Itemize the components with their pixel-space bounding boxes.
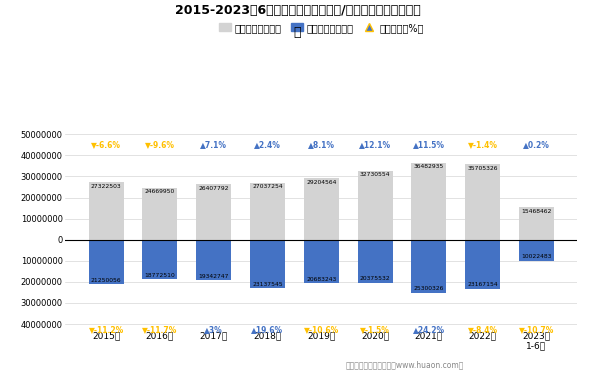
- Bar: [519, 240, 554, 261]
- Text: 计: 计: [294, 26, 301, 39]
- Bar: [304, 178, 339, 240]
- Legend: 出口额（万美元）, 进口额（万美元）, 同比增长（%）: 出口额（万美元）, 进口额（万美元）, 同比增长（%）: [215, 19, 427, 37]
- Text: 25300326: 25300326: [414, 286, 444, 291]
- Bar: [519, 207, 554, 240]
- Text: 29204564: 29204564: [306, 180, 337, 185]
- Text: ▲19.6%: ▲19.6%: [252, 325, 284, 334]
- Text: 21250056: 21250056: [91, 278, 121, 283]
- Text: ▲2.4%: ▲2.4%: [254, 140, 281, 148]
- Text: 35705326: 35705326: [468, 166, 498, 171]
- Bar: [411, 163, 446, 240]
- Text: ▼-10.7%: ▼-10.7%: [519, 325, 554, 334]
- Text: 制图：华经产业研究院（www.huaon.com）: 制图：华经产业研究院（www.huaon.com）: [346, 360, 464, 369]
- Bar: [89, 240, 124, 285]
- Text: ▲0.2%: ▲0.2%: [523, 140, 550, 148]
- Text: 20375532: 20375532: [360, 276, 390, 281]
- Text: ▲24.2%: ▲24.2%: [413, 325, 445, 334]
- Bar: [250, 240, 285, 288]
- Text: 24669950: 24669950: [145, 189, 175, 194]
- Text: ▼-9.6%: ▼-9.6%: [145, 140, 175, 148]
- Bar: [142, 188, 177, 240]
- Text: 10022483: 10022483: [521, 254, 552, 259]
- Text: ▼-1.4%: ▼-1.4%: [468, 140, 497, 148]
- Bar: [89, 182, 124, 240]
- Text: ▲12.1%: ▲12.1%: [359, 140, 391, 148]
- Bar: [358, 171, 393, 240]
- Bar: [465, 164, 500, 240]
- Text: 36482935: 36482935: [414, 164, 444, 169]
- Bar: [304, 240, 339, 283]
- Text: 32730554: 32730554: [360, 172, 390, 178]
- Bar: [250, 183, 285, 240]
- Text: ▼-11.2%: ▼-11.2%: [89, 325, 124, 334]
- Text: ▲8.1%: ▲8.1%: [308, 140, 335, 148]
- Bar: [142, 240, 177, 279]
- Text: ▲3%: ▲3%: [204, 325, 223, 334]
- Text: 26407792: 26407792: [199, 186, 229, 191]
- Text: 23137545: 23137545: [252, 282, 283, 287]
- Text: 23167154: 23167154: [467, 282, 498, 287]
- Text: 27037254: 27037254: [252, 184, 283, 189]
- Text: ▼-8.4%: ▼-8.4%: [468, 325, 497, 334]
- Text: ▼-6.6%: ▼-6.6%: [91, 140, 121, 148]
- Text: ▲11.5%: ▲11.5%: [413, 140, 445, 148]
- Text: 27322503: 27322503: [91, 184, 121, 189]
- Text: 18772510: 18772510: [145, 273, 176, 278]
- Bar: [465, 240, 500, 289]
- Text: 15468462: 15468462: [521, 209, 552, 214]
- Text: ▼-11.7%: ▼-11.7%: [142, 325, 178, 334]
- Bar: [196, 184, 231, 240]
- Text: ▲7.1%: ▲7.1%: [201, 140, 227, 148]
- Bar: [196, 240, 231, 280]
- Text: 2015-2023年6月深圳市（境内目的地/货源地）进、出口额统: 2015-2023年6月深圳市（境内目的地/货源地）进、出口额统: [174, 4, 421, 17]
- Bar: [411, 240, 446, 293]
- Text: 19342747: 19342747: [199, 274, 229, 279]
- Text: ▼-1.5%: ▼-1.5%: [360, 325, 390, 334]
- Text: ▼-10.6%: ▼-10.6%: [303, 325, 339, 334]
- Text: 20683243: 20683243: [306, 277, 336, 282]
- Bar: [358, 240, 393, 283]
